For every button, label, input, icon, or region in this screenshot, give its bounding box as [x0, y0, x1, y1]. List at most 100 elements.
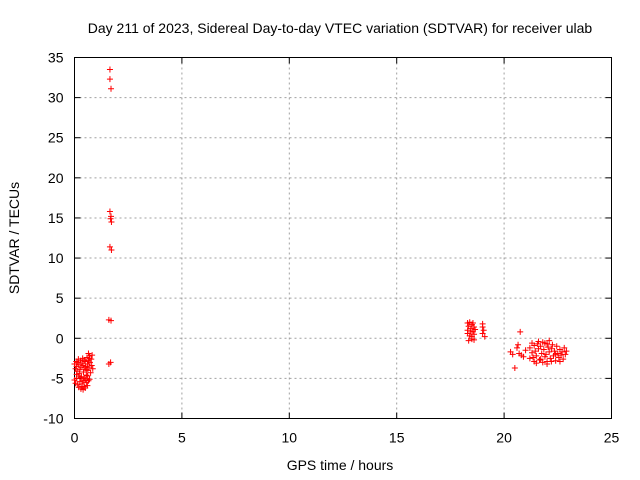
data-point: [479, 320, 486, 327]
data-point: [556, 358, 563, 365]
data-point: [108, 317, 115, 324]
x-tick-label: 15: [389, 430, 405, 446]
data-point: [539, 359, 546, 366]
chart-title: Day 211 of 2023, Sidereal Day-to-day VTE…: [88, 20, 593, 36]
data-point: [549, 341, 556, 348]
axis-ticks: -10 -5 0 5 10 15 20 25 30 35 0 5 10 15 20 25: [43, 50, 619, 446]
y-tick-label: 35: [48, 50, 64, 66]
data-point: [513, 344, 520, 351]
data-point: [86, 355, 93, 362]
y-tick-label: 10: [48, 250, 64, 266]
data-point: [516, 350, 523, 357]
data-point: [533, 352, 540, 359]
data-point: [536, 356, 543, 363]
data-point: [81, 356, 88, 363]
data-point: [537, 343, 544, 350]
data-point: [106, 76, 113, 83]
data-point: [89, 352, 96, 359]
data-point: [85, 350, 92, 357]
data-point: [106, 208, 113, 215]
data-point: [472, 326, 479, 333]
data-point: [79, 383, 86, 390]
data-point: [562, 351, 569, 358]
grid: [74, 57, 612, 419]
y-tick-label: 20: [48, 170, 64, 186]
data-point: [540, 346, 547, 353]
data-point: [481, 333, 488, 340]
data-point: [511, 364, 518, 371]
data-point: [84, 372, 91, 379]
data-point: [539, 339, 546, 346]
data-point: [89, 365, 96, 372]
data-points: [71, 66, 570, 393]
x-axis-label: GPS time / hours: [287, 457, 394, 473]
data-point: [86, 376, 93, 383]
x-tick-label: 10: [282, 430, 298, 446]
data-point: [538, 350, 545, 357]
data-point: [526, 344, 533, 351]
y-tick-label: 25: [48, 130, 64, 146]
data-point: [552, 357, 559, 364]
data-point: [479, 330, 486, 337]
data-point: [561, 344, 568, 351]
data-point: [73, 371, 80, 378]
data-point: [464, 327, 471, 334]
data-point: [551, 348, 558, 355]
y-tick-label: -10: [43, 411, 63, 427]
y-tick-label: 30: [48, 90, 64, 106]
y-tick-label: 0: [56, 330, 64, 346]
data-point: [529, 340, 536, 347]
data-point: [88, 362, 95, 369]
data-point: [107, 215, 114, 222]
data-point: [471, 336, 478, 343]
x-tick-label: 20: [496, 430, 512, 446]
data-point: [529, 349, 536, 356]
data-point: [545, 344, 552, 351]
data-point: [544, 340, 551, 347]
data-point: [548, 345, 555, 352]
data-point: [108, 247, 115, 254]
data-point: [467, 328, 474, 335]
data-point: [544, 360, 551, 367]
data-point: [468, 333, 475, 340]
data-point: [522, 347, 529, 354]
data-point: [558, 352, 565, 359]
y-tick-label: 15: [48, 210, 64, 226]
data-point: [107, 359, 114, 366]
data-point: [108, 218, 115, 225]
data-point: [526, 355, 533, 362]
plot-frame: [74, 57, 612, 419]
data-point: [106, 243, 113, 250]
data-point: [530, 354, 537, 361]
x-tick-label: 5: [178, 430, 186, 446]
data-point: [80, 377, 87, 384]
data-point: [469, 320, 476, 327]
data-point: [83, 372, 90, 379]
data-point: [553, 343, 560, 350]
y-tick-label: 5: [56, 290, 64, 306]
data-point: [480, 327, 487, 334]
y-axis-label: SDTVAR / TECUs: [6, 182, 22, 294]
data-point: [517, 328, 524, 335]
data-point: [546, 348, 553, 355]
data-point: [541, 353, 548, 360]
data-point: [465, 337, 472, 344]
y-tick-label: -5: [51, 370, 64, 386]
data-point: [84, 382, 91, 389]
data-point: [515, 341, 522, 348]
data-point: [546, 337, 553, 344]
data-point: [520, 353, 527, 360]
data-point: [83, 366, 90, 373]
data-point: [509, 351, 516, 358]
data-point: [106, 66, 113, 73]
data-point: [552, 351, 559, 358]
x-tick-label: 0: [71, 430, 79, 446]
x-tick-label: 25: [604, 430, 620, 446]
data-point: [560, 356, 567, 363]
data-point: [548, 358, 555, 365]
data-point: [547, 355, 554, 362]
data-point: [87, 369, 94, 376]
data-point: [108, 85, 115, 92]
